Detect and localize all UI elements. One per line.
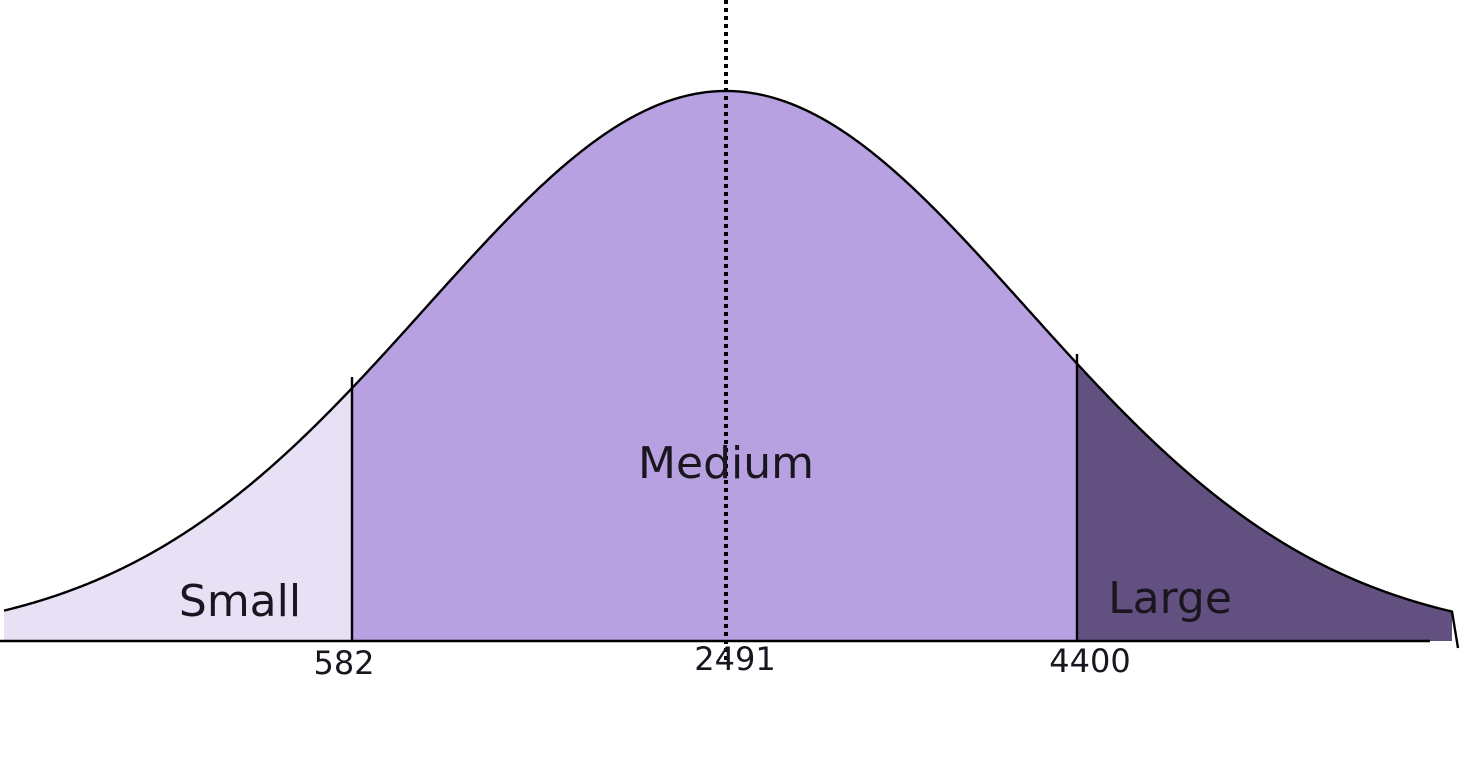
- tick-label-mean: 2491: [694, 640, 775, 678]
- region-medium: [352, 91, 1077, 641]
- tick-label-lower: 582: [313, 644, 374, 682]
- region-label-small: Small: [179, 576, 301, 627]
- region-label-medium: Medium: [638, 438, 814, 489]
- region-label-large: Large: [1108, 573, 1232, 624]
- region-large: [1077, 363, 1452, 641]
- tick-label-upper: 4400: [1049, 642, 1130, 680]
- region-small: [4, 388, 352, 641]
- curve-outline: [3, 89, 1460, 649]
